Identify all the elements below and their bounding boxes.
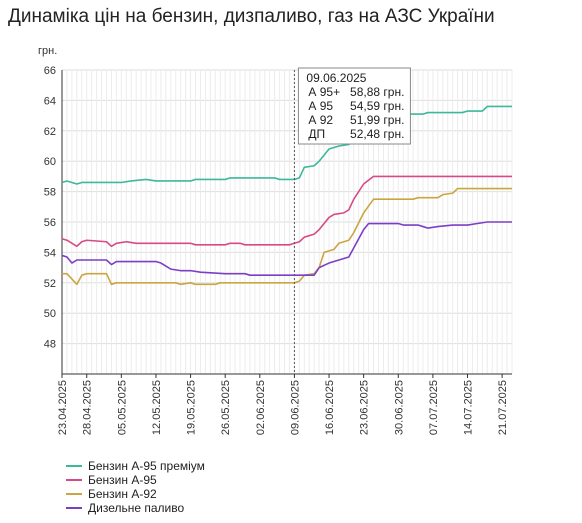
legend-item[interactable]: Дизельне паливо [66,501,205,515]
legend-label: Бензин А-95 преміум [88,459,205,473]
series-layer [61,105,512,286]
x-tick-label: 19.05.2025 [186,380,198,435]
tooltip-date: 09.06.2025 [306,71,366,85]
y-tick-label: 62 [44,126,56,138]
tooltip-row-value: 58,88 грн. [350,85,404,99]
tooltip-row-label: ДП [308,127,325,141]
x-tick-label: 26.05.2025 [220,380,232,435]
axis-layer: 48 50 52 54 56 58 60 62 64 66 грн. 23.04.2025 28.04.… [38,45,512,435]
x-tick-label: 23.06.2025 [359,380,371,435]
x-tick-label: 09.06.2025 [289,380,301,435]
tooltip-row-label: А 95+ [308,85,340,99]
series-line-1 [61,105,512,185]
tooltip-row-value: 51,99 грн. [350,113,404,127]
tooltip-row-label: А 95 [308,99,333,113]
tooltip-row-label: А 92 [308,113,333,127]
x-tick-label: 16.06.2025 [324,380,336,435]
tooltip-row-value: 54,59 грн. [350,99,404,113]
y-tick-label: 58 [44,187,56,199]
y-tick-label: 54 [44,247,56,259]
legend-swatch [66,479,82,481]
legend-label: Дизельне паливо [88,501,185,515]
x-tick-label: 05.05.2025 [116,380,128,435]
y-tick-label: 52 [44,278,56,290]
legend-item[interactable]: Бензин А-95 [66,473,205,487]
x-tick-label: 30.06.2025 [393,380,405,435]
x-tick-label: 02.06.2025 [255,380,267,435]
y-tick-label: 56 [44,217,56,229]
y-tick-label: 66 [44,65,56,77]
y-tick-label: 60 [44,156,56,168]
legend-swatch [66,507,82,509]
grid-layer [61,69,513,374]
series-line-2 [61,175,512,248]
series-line-3 [62,187,512,286]
y-tick-label: 64 [44,95,56,107]
x-tick-label: 07.07.2025 [428,380,440,435]
legend-item[interactable]: Бензин А-92 [66,487,205,501]
y-tick-label: 48 [44,339,56,351]
y-axis-label: грн. [38,45,57,57]
y-tick-label: 50 [44,308,56,320]
x-tick-label: 23.04.2025 [57,380,69,435]
legend: Бензин А-95 преміум Бензин А-95 Бензин А-9… [66,459,205,515]
x-tick-label: 14.07.2025 [462,380,474,435]
series-line-4 [61,221,512,277]
x-tick-label: 21.07.2025 [497,380,509,435]
chart-title: Динаміка цін на бензин, дизпаливо, газ н… [8,6,495,27]
legend-item[interactable]: Бензин А-95 преміум [66,459,205,473]
legend-swatch [66,465,82,467]
legend-swatch [66,493,82,495]
tooltip-box [297,67,411,145]
tooltip-row-value: 52,48 грн. [350,127,404,141]
legend-label: Бензин А-92 [88,487,157,501]
legend-label: Бензин А-95 [88,473,157,487]
x-tick-label: 28.04.2025 [82,380,94,435]
x-tick-label: 12.05.2025 [151,380,163,435]
